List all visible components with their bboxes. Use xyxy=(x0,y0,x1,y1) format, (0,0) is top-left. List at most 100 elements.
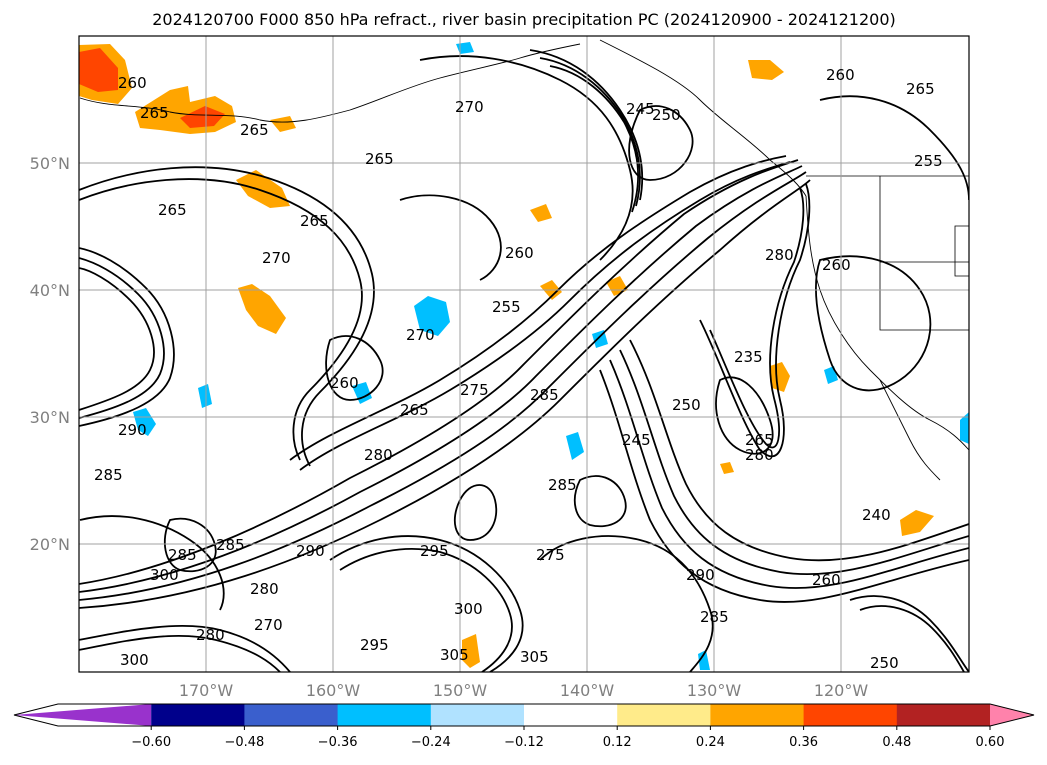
precip-area-mid2 xyxy=(238,284,286,334)
colorbar-tick-label: 0.48 xyxy=(882,735,911,750)
precip-negative-areas xyxy=(133,42,969,670)
contour-line xyxy=(399,194,502,281)
map-frame xyxy=(78,35,970,673)
contour-label: 300 xyxy=(454,600,483,618)
contour-label: 280 xyxy=(745,446,774,464)
lat-label: 50°N xyxy=(30,154,70,173)
colorbar-tick-label: 0.60 xyxy=(976,735,1005,750)
contour-label: 260 xyxy=(812,571,841,589)
contour-label: 285 xyxy=(216,536,245,554)
contour-label: 305 xyxy=(520,648,549,666)
contour-line xyxy=(814,255,932,392)
contour-labels: 260 265 265 265 265 270 270 265 260 255 … xyxy=(94,66,943,672)
contour-label: 250 xyxy=(870,654,899,672)
contour-line xyxy=(79,159,799,585)
refractivity-contours xyxy=(79,49,969,672)
contour-label: 285 xyxy=(94,466,123,484)
contour-label: 255 xyxy=(914,152,943,170)
precip-positive-areas xyxy=(79,44,934,668)
colorbar-tick-label: −0.60 xyxy=(131,735,171,750)
contour-label: 270 xyxy=(455,98,484,116)
coastline-baja xyxy=(879,379,941,481)
contour-label: 250 xyxy=(672,396,701,414)
contour-line xyxy=(573,475,627,528)
colorbar-cells xyxy=(14,704,1034,726)
contour-line xyxy=(79,178,363,461)
contour-label: 265 xyxy=(400,401,429,419)
colorbar-cell xyxy=(896,704,991,726)
colorbar-cell xyxy=(710,704,805,726)
contour-label: 245 xyxy=(626,100,655,118)
precip-area-baja xyxy=(770,362,790,392)
map-panel: 260 265 265 265 265 270 270 265 260 255 … xyxy=(78,35,970,673)
contour-label: 300 xyxy=(150,566,179,584)
coastline-west-us xyxy=(805,195,969,451)
contour-label: 275 xyxy=(460,381,489,399)
colorbar-outline xyxy=(13,703,1035,727)
lat-label: 20°N xyxy=(30,535,70,554)
contour-label: 290 xyxy=(296,542,325,560)
contour-label: 275 xyxy=(536,546,565,564)
lat-label: 40°N xyxy=(30,281,70,300)
contour-label: 290 xyxy=(118,421,147,439)
contour-line xyxy=(599,369,969,603)
latitude-labels: 50°N 40°N 30°N 20°N xyxy=(30,154,70,554)
lon-label: 120°W xyxy=(814,681,869,700)
colorbar-cell xyxy=(430,704,525,726)
precip-area-nw-core xyxy=(79,48,118,92)
contour-line xyxy=(79,635,281,672)
contour-label: 260 xyxy=(330,374,359,392)
contour-line xyxy=(539,535,714,672)
contour-line xyxy=(549,65,640,213)
contour-line xyxy=(849,595,969,672)
contour-label: 280 xyxy=(765,246,794,264)
contour-label: 270 xyxy=(406,326,435,344)
contour-label: 265 xyxy=(158,201,187,219)
precip-neg-area3 xyxy=(352,382,372,404)
precip-neg-area4 xyxy=(566,432,584,460)
coastline-alaska-panhandle xyxy=(599,39,807,197)
contour-line xyxy=(79,166,375,467)
contour-label: 280 xyxy=(364,446,393,464)
lat-label: 30°N xyxy=(30,408,70,427)
contour-line xyxy=(609,359,969,589)
border-state-line xyxy=(879,262,969,331)
contour-line xyxy=(709,187,805,449)
colorbar-tick-label: −0.48 xyxy=(224,735,264,750)
colorbar-cell xyxy=(337,704,432,726)
contour-label: 240 xyxy=(862,506,891,524)
contour-line xyxy=(619,349,969,576)
contour-label: 260 xyxy=(118,74,147,92)
contour-line xyxy=(859,605,965,672)
contour-line xyxy=(529,49,644,201)
contour-line xyxy=(453,484,498,541)
contour-line xyxy=(325,335,384,401)
map-background xyxy=(79,36,969,672)
contour-line xyxy=(629,339,969,562)
contour-line xyxy=(628,105,694,181)
borders xyxy=(806,175,969,331)
contour-line xyxy=(339,548,513,672)
contour-line xyxy=(79,257,165,419)
contour-label: 265 xyxy=(300,212,329,230)
contour-label: 235 xyxy=(734,348,763,366)
coastlines xyxy=(79,39,969,481)
contour-line xyxy=(79,165,803,593)
colorbar-tick-label: 0.12 xyxy=(603,735,632,750)
precip-area-aleutian-core xyxy=(180,106,225,128)
coastline-alaska xyxy=(79,43,581,123)
colorbar: −0.60 −0.48 −0.36 −0.24 −0.12 0.12 0.24 0.36 0.4… xyxy=(13,703,1035,750)
contour-line xyxy=(299,161,791,471)
colorbar-cell xyxy=(524,704,618,726)
contour-line xyxy=(79,515,225,611)
precip-neg-area10 xyxy=(698,650,710,670)
contour-label: 270 xyxy=(262,249,291,267)
precip-area-small5 xyxy=(530,204,552,222)
colorbar-tick-label: −0.12 xyxy=(504,735,544,750)
border-state-line xyxy=(954,225,969,277)
contour-label: 270 xyxy=(254,616,283,634)
contour-line xyxy=(79,247,175,427)
contour-line xyxy=(715,376,774,455)
colorbar-tick-label: −0.36 xyxy=(318,735,358,750)
